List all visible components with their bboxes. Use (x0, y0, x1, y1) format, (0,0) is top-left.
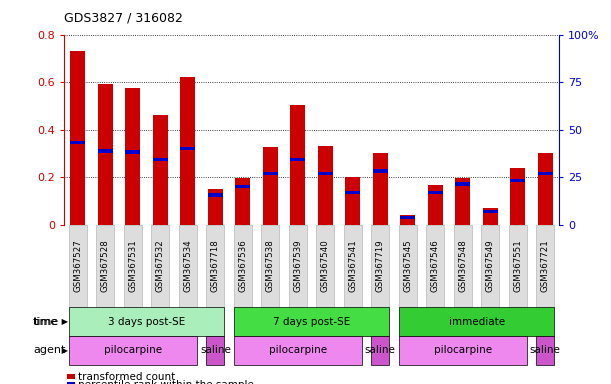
Text: 3 days post-SE: 3 days post-SE (108, 316, 185, 327)
Bar (153, 115, 168, 225)
Text: GSM367531: GSM367531 (128, 240, 137, 292)
Bar (125, 88, 141, 225)
Text: agent: agent (34, 345, 66, 356)
Text: GSM367536: GSM367536 (238, 240, 247, 292)
Text: pilocarpine: pilocarpine (269, 345, 327, 356)
Bar (70, 141, 86, 144)
Text: time: time (33, 316, 58, 327)
Text: saline: saline (365, 345, 396, 356)
Bar (428, 185, 443, 225)
Bar (373, 153, 388, 225)
Text: GSM367528: GSM367528 (101, 240, 110, 292)
Text: pilocarpine: pilocarpine (104, 345, 162, 356)
Bar (400, 215, 415, 225)
Bar (428, 191, 443, 194)
Text: GSM367527: GSM367527 (73, 240, 82, 292)
Bar (235, 185, 251, 189)
Text: GSM367721: GSM367721 (541, 240, 550, 292)
Bar (290, 157, 306, 161)
Text: saline: saline (530, 345, 561, 356)
Text: GSM367545: GSM367545 (403, 240, 412, 292)
Bar (455, 178, 470, 225)
Bar (510, 168, 525, 225)
Text: GSM367538: GSM367538 (266, 240, 275, 292)
Bar (153, 157, 168, 161)
Bar (290, 105, 306, 225)
Text: GSM367539: GSM367539 (293, 240, 302, 292)
Bar (98, 84, 113, 225)
Text: pilocarpine: pilocarpine (434, 345, 492, 356)
Bar (483, 208, 498, 225)
Bar (70, 51, 86, 225)
Text: 7 days post-SE: 7 days post-SE (273, 316, 350, 327)
Text: GSM367718: GSM367718 (211, 240, 220, 292)
Bar (180, 77, 196, 225)
Bar (180, 147, 196, 151)
Bar (455, 182, 470, 186)
Bar (345, 177, 360, 225)
Bar (125, 151, 141, 154)
Bar (318, 146, 333, 225)
Bar (263, 147, 278, 225)
Bar (510, 179, 525, 182)
Text: percentile rank within the sample: percentile rank within the sample (78, 380, 254, 384)
Text: GSM367534: GSM367534 (183, 240, 192, 292)
Bar (208, 193, 223, 197)
Bar (483, 210, 498, 214)
Bar (98, 149, 113, 153)
Text: GSM367551: GSM367551 (513, 240, 522, 292)
Bar (263, 172, 278, 175)
Text: immediate: immediate (448, 316, 505, 327)
Text: GSM367549: GSM367549 (486, 240, 495, 292)
Text: time: time (34, 316, 59, 327)
Text: transformed count: transformed count (78, 372, 175, 382)
Bar (235, 178, 251, 225)
Text: GSM367548: GSM367548 (458, 240, 467, 292)
Text: ▶: ▶ (59, 346, 68, 355)
Bar (208, 189, 223, 225)
Text: GSM367532: GSM367532 (156, 240, 165, 292)
Bar (538, 153, 553, 225)
Text: GSM367540: GSM367540 (321, 240, 330, 292)
Bar (345, 191, 360, 194)
Bar (318, 172, 333, 175)
Text: GDS3827 / 316082: GDS3827 / 316082 (64, 12, 183, 25)
Text: saline: saline (200, 345, 231, 356)
Bar (538, 172, 553, 175)
Bar (373, 169, 388, 173)
Text: GSM367719: GSM367719 (376, 240, 385, 292)
Text: ▶: ▶ (59, 317, 68, 326)
Text: GSM367546: GSM367546 (431, 240, 440, 292)
Bar (400, 216, 415, 219)
Text: GSM367541: GSM367541 (348, 240, 357, 292)
